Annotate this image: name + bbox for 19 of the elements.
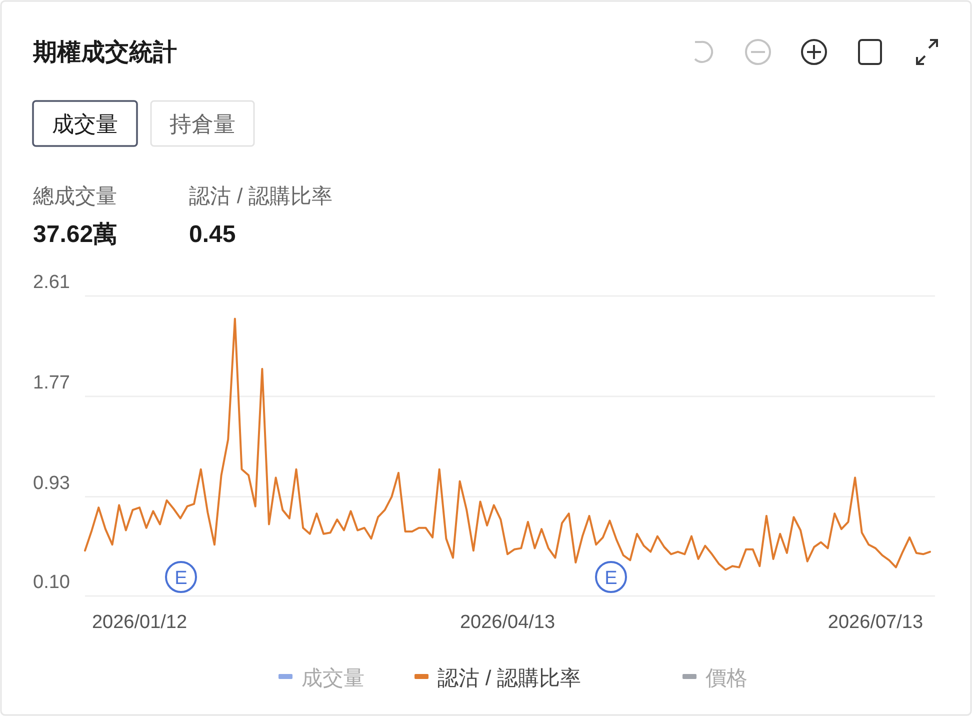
text: 0.45 — [189, 221, 236, 248]
text: 認沽 / 認購比率 — [189, 185, 333, 208]
annotation: E — [174, 568, 188, 589]
y-tick-label: 0.93 — [33, 472, 70, 494]
text: 總成交量 — [32, 185, 117, 208]
x-tick-label: 2026/01/12 — [92, 612, 188, 633]
annotation: E — [604, 568, 618, 589]
text: 成交量 — [52, 112, 118, 136]
y-tick-label: 1.77 — [33, 372, 70, 394]
text: 持倉量 — [170, 112, 236, 136]
x-tick-label: 2026/04/13 — [460, 612, 556, 633]
y-tick-label: 2.61 — [33, 272, 70, 293]
chart-title: 期權成交統計 — [32, 39, 177, 66]
legend-label: 成交量 — [302, 667, 364, 690]
x-tick-label: 2026/07/13 — [828, 612, 924, 633]
legend-label: 認沽 / 認購比率 — [438, 667, 582, 690]
text: 37.62萬 — [33, 221, 118, 248]
y-tick-label: 0.10 — [33, 572, 70, 593]
legend-label: 價格 — [706, 667, 748, 690]
